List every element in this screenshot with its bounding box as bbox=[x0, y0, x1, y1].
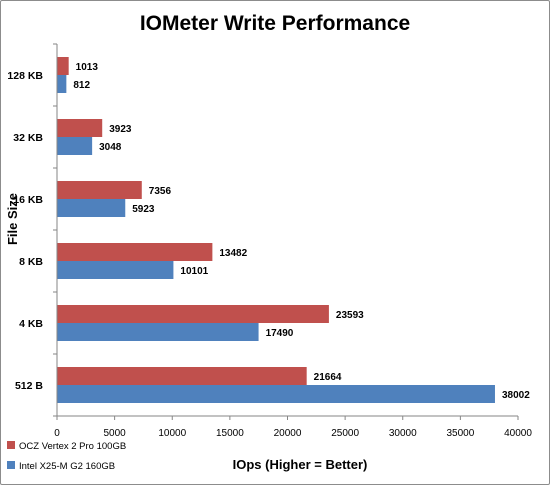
x-tick-label: 10000 bbox=[158, 428, 186, 439]
data-label: 3048 bbox=[99, 142, 122, 153]
y-axis-title: File Size bbox=[5, 193, 20, 245]
data-label: 13482 bbox=[219, 248, 247, 259]
data-label: 23593 bbox=[336, 310, 364, 321]
y-tick-label: 128 KB bbox=[7, 70, 43, 82]
x-tick-label: 0 bbox=[54, 428, 60, 439]
data-label: 38002 bbox=[502, 390, 530, 401]
bar-ocz bbox=[57, 243, 213, 261]
data-label: 17490 bbox=[266, 328, 294, 339]
x-tick-label: 5000 bbox=[104, 428, 127, 439]
bar-ocz bbox=[57, 119, 103, 137]
x-tick-label: 15000 bbox=[216, 428, 244, 439]
bar-intel bbox=[57, 385, 495, 403]
x-tick-label: 25000 bbox=[331, 428, 359, 439]
data-label: 5923 bbox=[132, 204, 155, 215]
data-label: 21664 bbox=[314, 372, 342, 383]
data-label: 812 bbox=[73, 80, 90, 91]
bar-intel bbox=[57, 137, 93, 155]
x-tick-label: 35000 bbox=[446, 428, 474, 439]
legend-entry: OCZ Vertex 2 Pro 100GB bbox=[19, 441, 126, 452]
plot-area: 128 KB 1013 812 32 KB 3923 3048 16 KB 7356 5923 8… bbox=[7, 43, 532, 439]
y-tick-label: 32 KB bbox=[13, 132, 43, 144]
data-label: 3923 bbox=[109, 124, 132, 135]
x-tick-label: 40000 bbox=[504, 428, 532, 439]
y-tick-label: 16 KB bbox=[13, 194, 43, 206]
legend-entry: Intel X25-M G2 160GB bbox=[19, 461, 115, 472]
y-tick-label: 512 B bbox=[15, 380, 43, 392]
legend-swatch bbox=[7, 441, 15, 449]
bar-intel bbox=[57, 199, 126, 217]
x-axis-title: IOps (Higher = Better) bbox=[233, 457, 368, 472]
bar-intel bbox=[57, 75, 67, 93]
legend: OCZ Vertex 2 Pro 100GB Intel X25-M G2 160… bbox=[7, 441, 126, 472]
data-label: 10101 bbox=[180, 266, 208, 277]
x-tick-label: 20000 bbox=[274, 428, 302, 439]
legend-swatch bbox=[7, 461, 15, 469]
chart-title: IOMeter Write Performance bbox=[140, 12, 410, 35]
x-tick-label: 30000 bbox=[389, 428, 417, 439]
bar-intel bbox=[57, 323, 259, 341]
data-label: 7356 bbox=[149, 186, 172, 197]
y-tick-label: 4 KB bbox=[19, 318, 43, 330]
bar-ocz bbox=[57, 57, 69, 75]
bar-ocz bbox=[57, 305, 329, 323]
bar-intel bbox=[57, 261, 174, 279]
bar-ocz bbox=[57, 367, 307, 385]
y-tick-label: 8 KB bbox=[19, 256, 43, 268]
bar-ocz bbox=[57, 181, 142, 199]
data-label: 1013 bbox=[76, 62, 99, 73]
